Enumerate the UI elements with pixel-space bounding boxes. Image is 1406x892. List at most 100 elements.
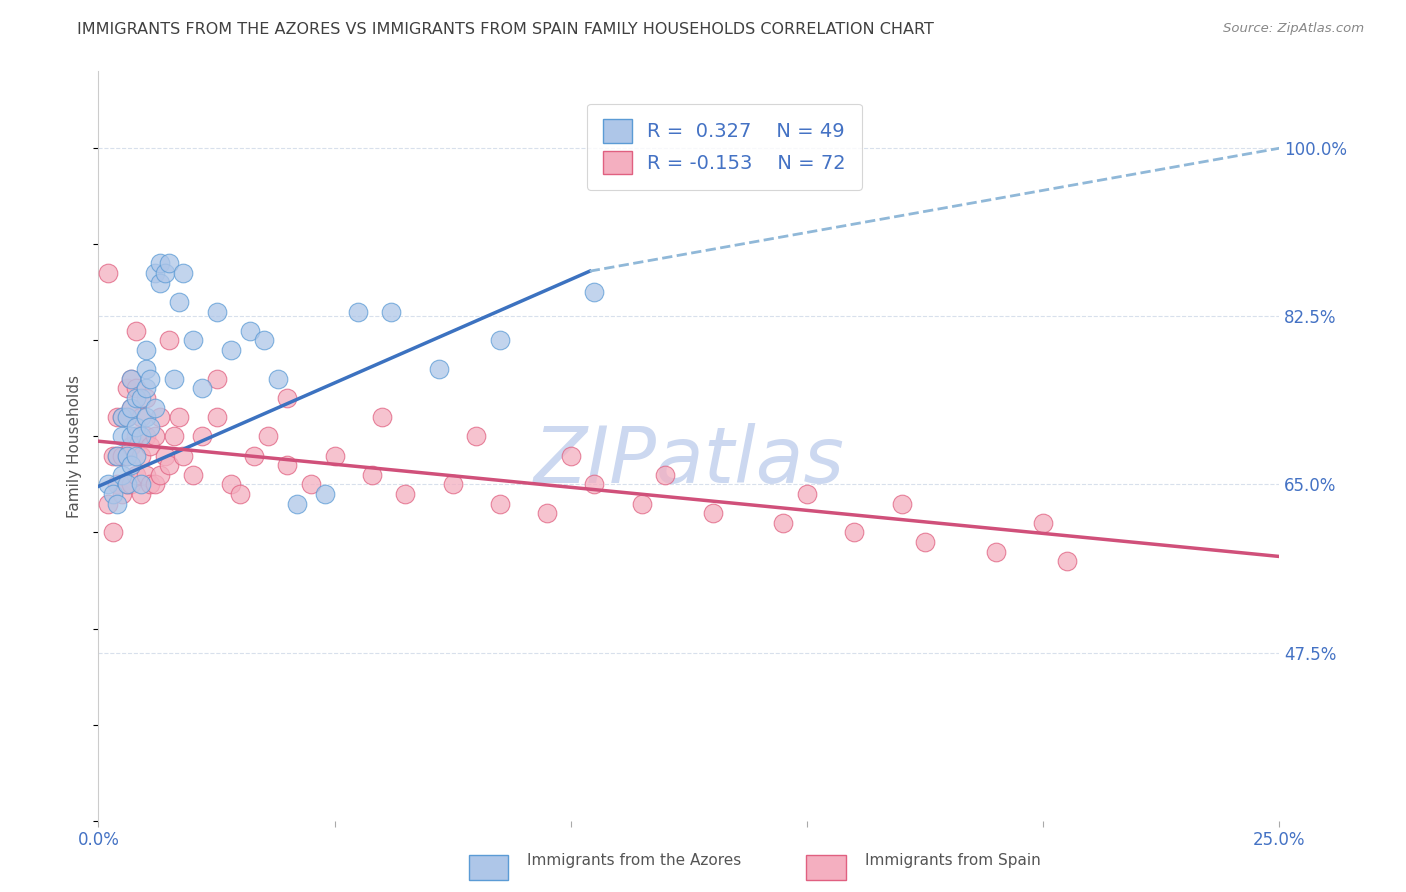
Point bbox=[1032, 516, 1054, 530]
Bar bbox=[807, 855, 846, 880]
Point bbox=[121, 477, 143, 491]
Point bbox=[135, 391, 157, 405]
Point bbox=[149, 410, 172, 425]
Text: Immigrants from the Azores: Immigrants from the Azores bbox=[527, 853, 741, 868]
Point bbox=[121, 429, 143, 443]
Point bbox=[181, 467, 204, 482]
Point bbox=[135, 362, 157, 376]
Point bbox=[111, 429, 134, 443]
Point bbox=[299, 477, 322, 491]
Point bbox=[163, 429, 186, 443]
Point bbox=[149, 467, 172, 482]
Point bbox=[121, 372, 143, 386]
Point bbox=[219, 477, 242, 491]
Point bbox=[149, 256, 172, 270]
Point bbox=[125, 467, 148, 482]
Point bbox=[115, 449, 138, 463]
Point bbox=[914, 535, 936, 549]
Text: Immigrants from Spain: Immigrants from Spain bbox=[865, 853, 1040, 868]
Point bbox=[121, 458, 143, 473]
Point bbox=[101, 487, 124, 501]
Point bbox=[105, 449, 128, 463]
Point bbox=[121, 401, 143, 415]
Point bbox=[135, 381, 157, 395]
Point bbox=[139, 372, 162, 386]
Point bbox=[172, 266, 194, 280]
Point bbox=[101, 525, 124, 540]
Point bbox=[125, 381, 148, 395]
Legend: R =  0.327    N = 49, R = -0.153    N = 72: R = 0.327 N = 49, R = -0.153 N = 72 bbox=[588, 103, 862, 190]
Point bbox=[121, 439, 143, 453]
Point bbox=[129, 477, 152, 491]
Point bbox=[135, 429, 157, 443]
Point bbox=[135, 343, 157, 357]
Point bbox=[125, 324, 148, 338]
Point bbox=[257, 429, 280, 443]
Point bbox=[347, 304, 370, 318]
Point bbox=[115, 449, 138, 463]
Point bbox=[139, 439, 162, 453]
Point bbox=[163, 372, 186, 386]
Point bbox=[105, 477, 128, 491]
Point bbox=[115, 410, 138, 425]
Point bbox=[229, 487, 252, 501]
Point bbox=[153, 449, 176, 463]
Point bbox=[167, 410, 190, 425]
Point bbox=[394, 487, 416, 501]
Point bbox=[191, 381, 214, 395]
Point bbox=[253, 334, 276, 348]
Point bbox=[167, 294, 190, 309]
Point bbox=[115, 381, 138, 395]
Point bbox=[97, 497, 120, 511]
Point bbox=[139, 419, 162, 434]
Point bbox=[1056, 554, 1078, 568]
Point bbox=[276, 391, 298, 405]
Point bbox=[125, 391, 148, 405]
Point bbox=[630, 497, 652, 511]
Point bbox=[583, 477, 606, 491]
Point bbox=[105, 497, 128, 511]
Point bbox=[371, 410, 394, 425]
Point bbox=[285, 497, 308, 511]
Point bbox=[115, 477, 138, 491]
Point bbox=[844, 525, 866, 540]
Point bbox=[129, 391, 152, 405]
Point bbox=[97, 266, 120, 280]
Point bbox=[243, 449, 266, 463]
Point bbox=[111, 410, 134, 425]
Point bbox=[205, 304, 228, 318]
Point bbox=[149, 276, 172, 290]
Point bbox=[314, 487, 336, 501]
Point bbox=[111, 487, 134, 501]
Point bbox=[489, 334, 512, 348]
Point bbox=[125, 429, 148, 443]
Y-axis label: Family Households: Family Households bbox=[67, 375, 83, 517]
Point bbox=[205, 410, 228, 425]
Point bbox=[139, 477, 162, 491]
Point bbox=[153, 266, 176, 280]
Point bbox=[129, 429, 152, 443]
Point bbox=[191, 429, 214, 443]
Point bbox=[560, 449, 582, 463]
Point bbox=[125, 449, 148, 463]
Point bbox=[157, 458, 180, 473]
Point bbox=[97, 477, 120, 491]
Point bbox=[143, 266, 166, 280]
Point bbox=[157, 334, 180, 348]
Point bbox=[181, 334, 204, 348]
Point bbox=[276, 458, 298, 473]
Point bbox=[583, 285, 606, 300]
Point bbox=[984, 544, 1007, 558]
Point bbox=[536, 506, 558, 520]
Point bbox=[135, 410, 157, 425]
Point bbox=[111, 449, 134, 463]
Point bbox=[125, 419, 148, 434]
Point bbox=[380, 304, 402, 318]
Text: IMMIGRANTS FROM THE AZORES VS IMMIGRANTS FROM SPAIN FAMILY HOUSEHOLDS CORRELATIO: IMMIGRANTS FROM THE AZORES VS IMMIGRANTS… bbox=[77, 22, 934, 37]
Point bbox=[143, 477, 166, 491]
Point bbox=[129, 487, 152, 501]
Point bbox=[111, 467, 134, 482]
Point bbox=[267, 372, 290, 386]
Point bbox=[111, 410, 134, 425]
Point bbox=[129, 449, 152, 463]
